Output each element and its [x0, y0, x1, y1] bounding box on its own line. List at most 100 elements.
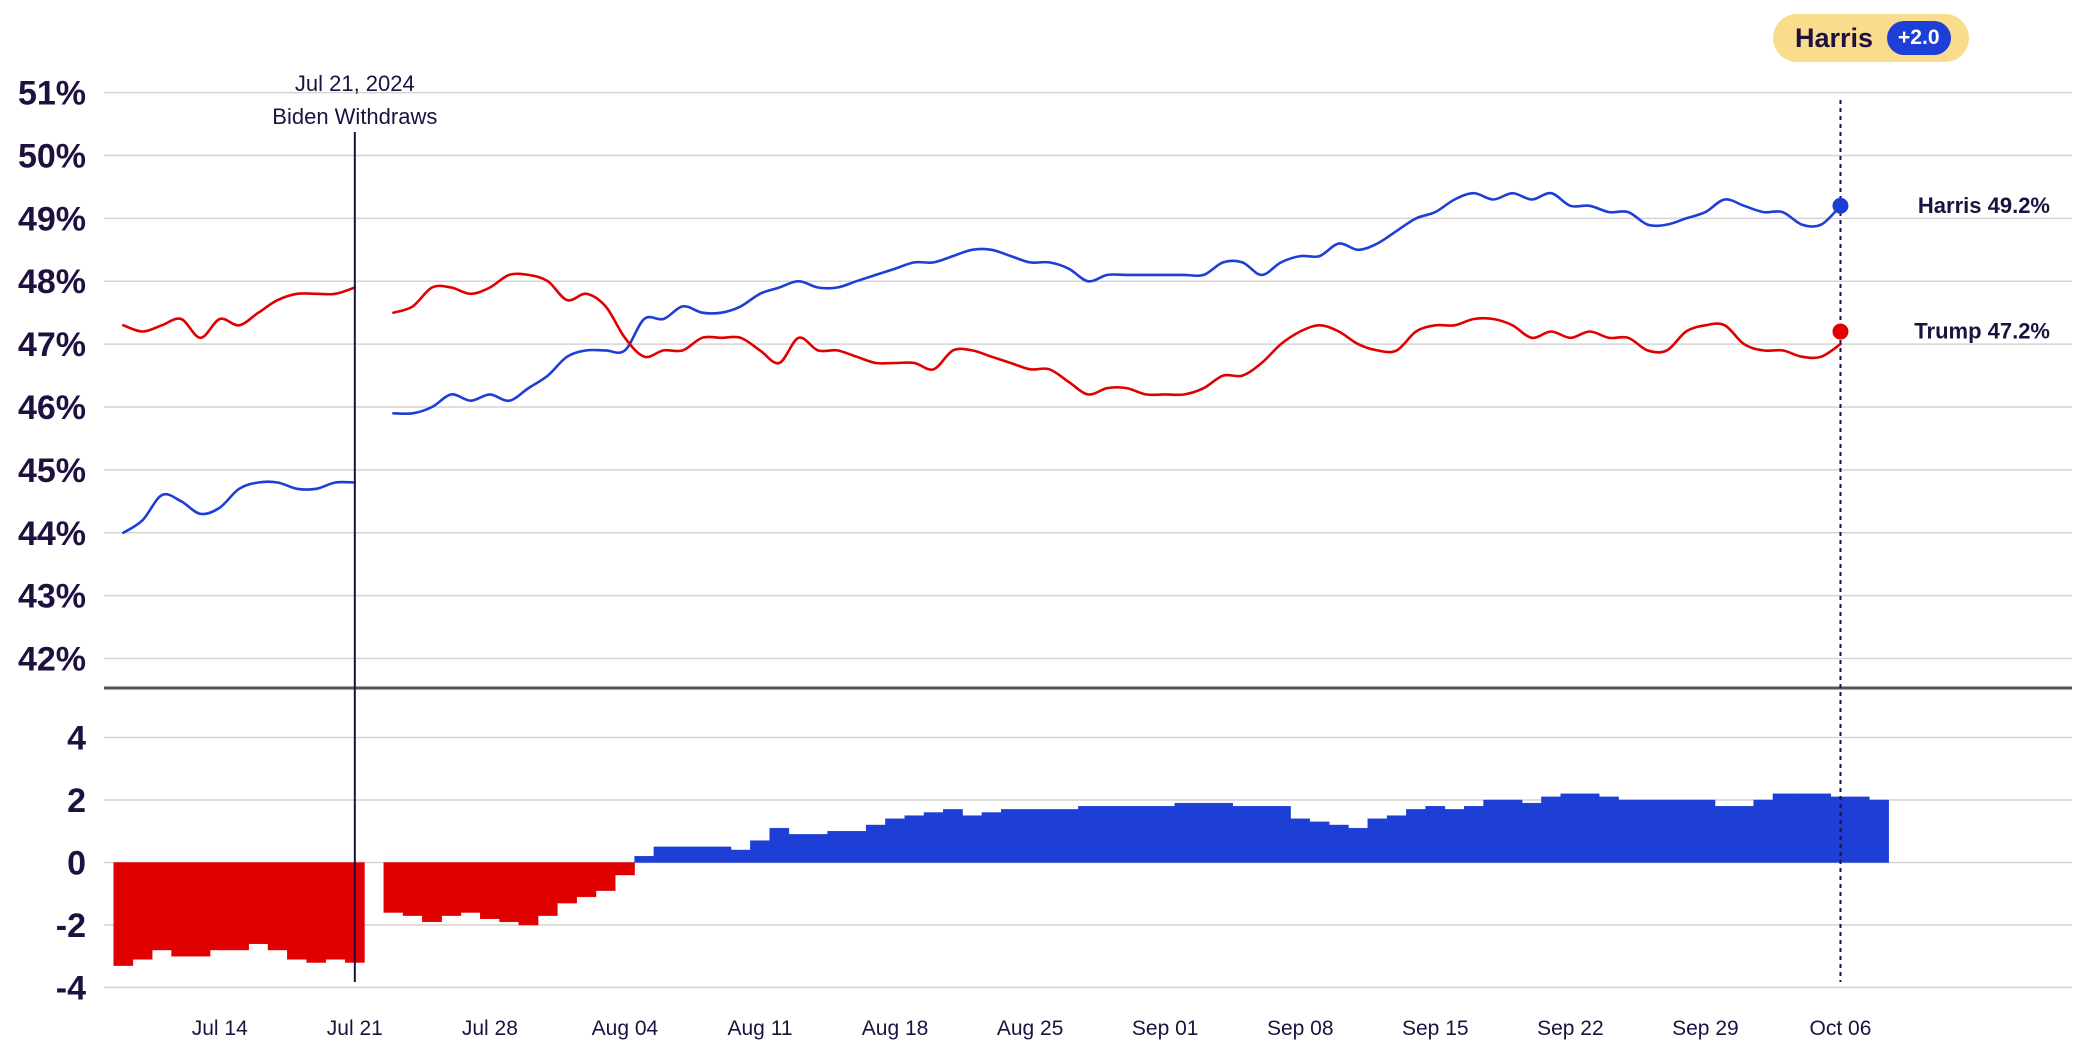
margin-bar	[1560, 793, 1581, 863]
margin-bar	[1521, 802, 1542, 863]
lead-badge: Harris +2.0	[1773, 14, 1969, 62]
margin-bar	[248, 862, 269, 944]
y-tick-label-top: 49%	[18, 200, 86, 238]
margin-bar	[923, 812, 944, 863]
x-tick-label: Sep 29	[1672, 1017, 1739, 1040]
margin-bar	[1174, 802, 1195, 863]
margin-bar	[1599, 796, 1619, 863]
annotation-date: Jul 21, 2024	[295, 71, 415, 96]
margin-bar	[1348, 827, 1368, 863]
end-label-harris: Harris 49.2%	[1918, 193, 2050, 218]
margin-bar	[325, 862, 346, 960]
margin-bar	[171, 862, 192, 957]
margin-bar	[1772, 793, 1793, 863]
annotation-text: Biden Withdraws	[272, 104, 437, 129]
y-tick-label-top: 46%	[18, 389, 86, 427]
margin-bar	[1425, 806, 1446, 863]
x-tick-label: Oct 06	[1810, 1017, 1872, 1040]
margin-bar	[1444, 809, 1465, 863]
margin-bar	[808, 834, 828, 863]
margin-bar	[576, 862, 597, 898]
margin-bar	[383, 862, 404, 913]
margin-bar	[306, 862, 327, 963]
margin-bar	[1753, 799, 1774, 863]
margin-bar	[1039, 809, 1060, 863]
margin-bar	[904, 815, 925, 863]
margin-bar	[1695, 799, 1716, 863]
x-tick-label: Aug 25	[997, 1017, 1064, 1040]
margin-bar	[1849, 796, 1870, 863]
margin-bar	[1483, 799, 1504, 863]
margin-bar	[943, 809, 963, 863]
margin-bar	[1097, 806, 1118, 863]
margin-bar	[595, 862, 616, 891]
series-line-trump	[122, 286, 357, 340]
x-tick-label: Aug 04	[592, 1017, 659, 1040]
margin-bar	[769, 827, 790, 863]
margin-bar	[788, 834, 809, 863]
margin-bar	[750, 840, 770, 863]
margin-bar	[885, 818, 905, 863]
margin-bar	[1309, 821, 1330, 863]
margin-bar	[1271, 806, 1291, 863]
lead-badge-name: Harris	[1795, 22, 1874, 53]
x-tick-label: Jul 28	[462, 1017, 518, 1040]
margin-bar	[1213, 802, 1233, 863]
y-tick-label-top: 43%	[18, 578, 86, 616]
end-marker-harris	[1832, 197, 1849, 214]
margin-bar	[422, 862, 442, 923]
y-tick-label-top: 51%	[18, 75, 86, 113]
margin-bar	[1541, 796, 1561, 863]
y-tick-label-top: 47%	[18, 326, 86, 364]
lead-badge-value: +2.0	[1887, 21, 1951, 55]
margin-bar	[1734, 806, 1754, 863]
series-line-harris	[122, 480, 357, 535]
margin-bar	[1367, 818, 1388, 863]
margin-bar	[692, 846, 712, 863]
margin-bar	[1000, 809, 1021, 863]
margin-bar	[113, 862, 134, 966]
margin-bar	[1386, 815, 1407, 863]
x-tick-label: Sep 01	[1132, 1017, 1199, 1040]
margin-bar	[962, 815, 983, 863]
margin-bar	[730, 849, 751, 863]
margin-bar	[1792, 793, 1812, 863]
margin-bar	[1811, 793, 1832, 863]
margin-bar	[672, 846, 693, 863]
x-tick-label: Sep 08	[1267, 1017, 1334, 1040]
margin-bar	[557, 862, 577, 904]
margin-bar	[1058, 809, 1079, 863]
margin-bar	[152, 862, 172, 951]
y-tick-label-bottom: -4	[56, 970, 86, 1008]
margin-bar	[653, 846, 674, 863]
margin-bar	[1869, 799, 1889, 863]
margin-bar	[132, 862, 153, 960]
margin-bar	[1502, 799, 1523, 863]
margin-bar	[1637, 799, 1658, 863]
margin-bar	[441, 862, 462, 916]
y-tick-label-top: 44%	[18, 515, 86, 553]
margin-bar	[460, 862, 481, 913]
margin-bar	[1656, 799, 1677, 863]
x-tick-label: Aug 18	[862, 1017, 929, 1040]
margin-bar	[229, 862, 249, 951]
margin-bar	[480, 862, 500, 919]
margin-bar	[1232, 806, 1253, 863]
margin-bar	[267, 862, 288, 951]
margin-bar	[1406, 809, 1426, 863]
margin-bar	[1078, 806, 1098, 863]
margin-bar	[402, 862, 423, 916]
margin-bar	[711, 846, 732, 863]
x-tick-label: Sep 15	[1402, 1017, 1469, 1040]
y-tick-label-bottom: -2	[56, 907, 86, 945]
margin-bar	[1290, 818, 1311, 863]
margin-bar	[846, 831, 867, 863]
y-tick-label-bottom: 4	[67, 720, 86, 758]
margin-bar	[1579, 793, 1600, 863]
margin-bar	[499, 862, 520, 923]
y-tick-label-bottom: 0	[67, 845, 86, 883]
margin-bar	[1251, 806, 1272, 863]
margin-bar	[1155, 806, 1176, 863]
series-line-trump	[392, 272, 1842, 397]
